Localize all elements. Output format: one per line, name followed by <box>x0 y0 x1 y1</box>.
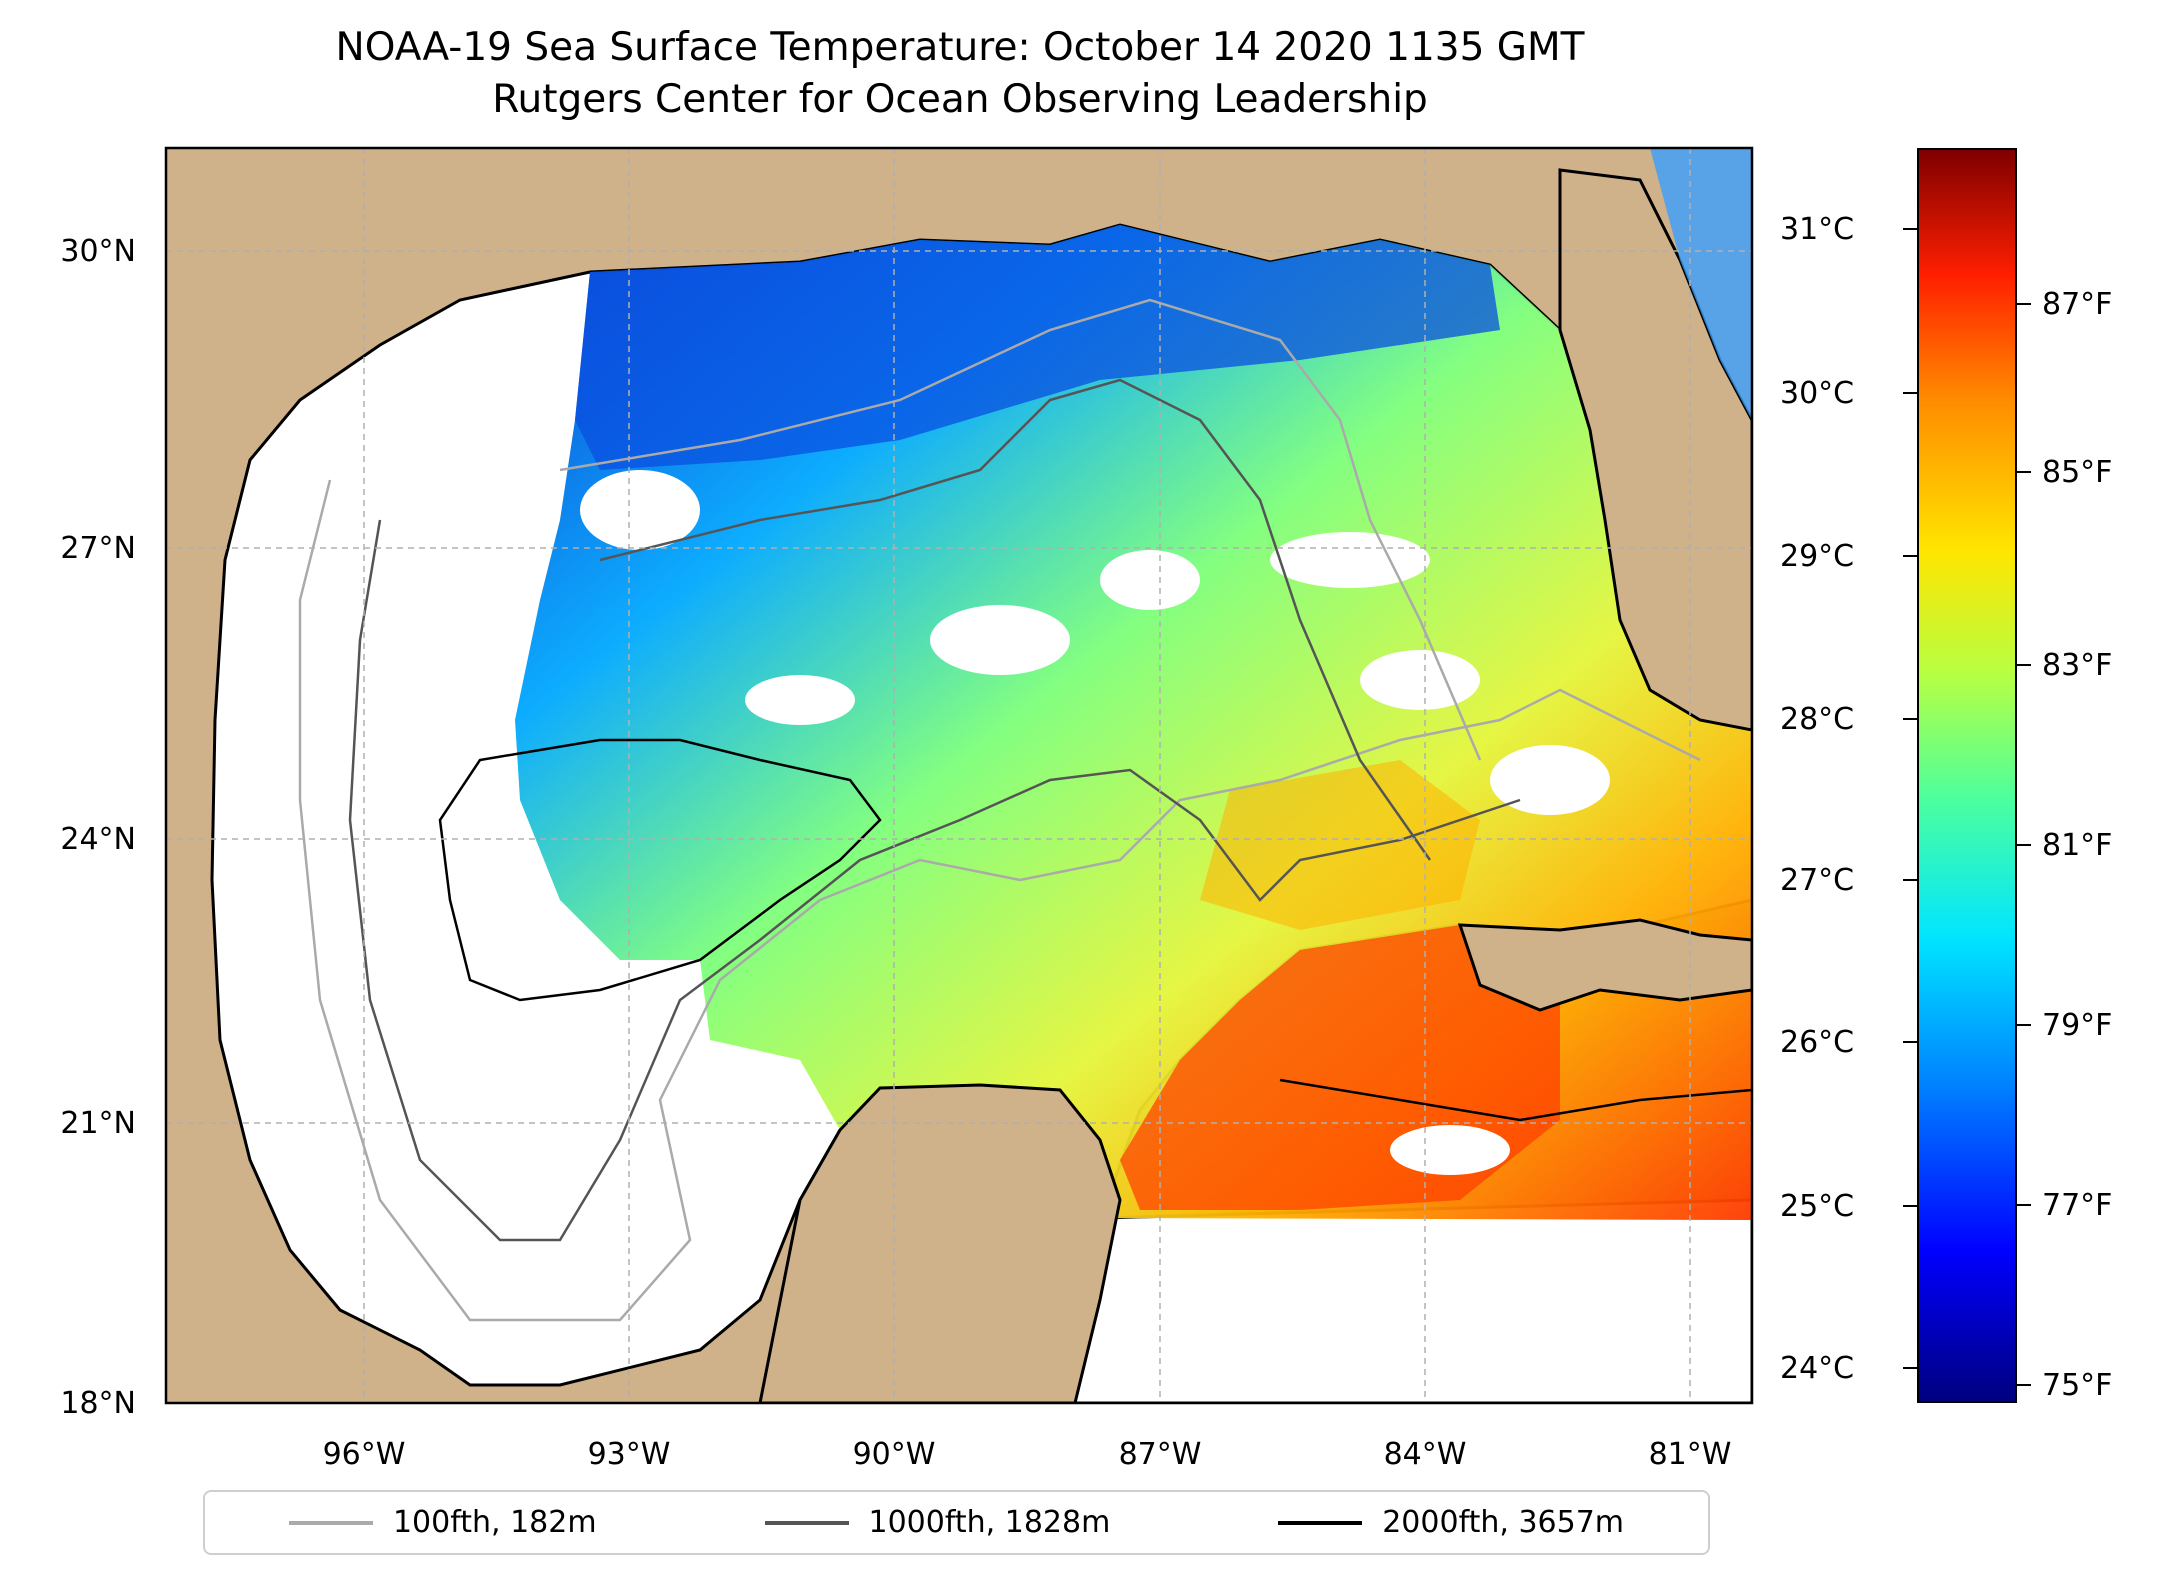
fahrenheit-label-85: 85°F <box>2042 455 2113 490</box>
lat-label-18n: 18°N <box>60 1386 136 1421</box>
celsius-label-30: 30°C <box>1780 376 1855 411</box>
fahrenheit-label-87: 87°F <box>2042 287 2113 322</box>
celsius-tick <box>1903 1367 1917 1369</box>
fahrenheit-tick <box>2017 1384 2031 1386</box>
fahrenheit-label-75: 75°F <box>2042 1368 2113 1403</box>
lat-label-24n: 24°N <box>60 822 136 857</box>
plot-frame <box>164 146 1754 1405</box>
fahrenheit-tick <box>2017 303 2031 305</box>
fahrenheit-tick <box>2017 844 2031 846</box>
contour-1000fth <box>348 378 1521 1242</box>
legend-line-1000fth <box>764 1520 849 1525</box>
lon-label-96w: 96°W <box>322 1437 406 1472</box>
fahrenheit-tick <box>2017 471 2031 473</box>
celsius-label-28: 28°C <box>1780 702 1855 737</box>
fahrenheit-label-81: 81°F <box>2042 828 2113 863</box>
lon-label-84w: 84°W <box>1383 1437 1467 1472</box>
celsius-tick <box>1903 718 1917 720</box>
fahrenheit-label-79: 79°F <box>2042 1008 2113 1043</box>
sst-warm-east <box>1200 760 1480 930</box>
legend-item-1000fth: 1000fth, 1828m <box>764 1505 1111 1540</box>
celsius-tick <box>1903 1205 1917 1207</box>
celsius-label-26: 26°C <box>1780 1025 1855 1060</box>
map-subtitle: Rutgers Center for Ocean Observing Leade… <box>492 77 1428 122</box>
florida-atlantic-sst <box>1650 148 1752 420</box>
sst-colorbar <box>1917 148 2017 1403</box>
legend-line-100fth <box>288 1520 373 1525</box>
lon-label-87w: 87°W <box>1118 1437 1202 1472</box>
yucatan-peninsula <box>758 1083 1122 1403</box>
legend-item-2000fth: 2000fth, 3657m <box>1278 1505 1624 1540</box>
fahrenheit-tick <box>2017 1024 2031 1026</box>
lon-label-81w: 81°W <box>1648 1437 1732 1472</box>
lat-label-30n: 30°N <box>60 234 136 269</box>
map-title: NOAA-19 Sea Surface Temperature: October… <box>335 25 1585 70</box>
legend-label-2000fth: 2000fth, 3657m <box>1382 1505 1625 1540</box>
contour-2000fth <box>438 738 1752 1122</box>
legend-label-100fth: 100fth, 182m <box>392 1505 597 1540</box>
gridlines <box>166 148 1752 1403</box>
contour-legend: 100fth, 182m 1000fth, 1828m 2000fth, 365… <box>203 1490 1710 1555</box>
celsius-label-25: 25°C <box>1780 1189 1855 1224</box>
cloud-gaps <box>580 470 1610 1175</box>
celsius-label-27: 27°C <box>1780 863 1855 898</box>
fahrenheit-label-77: 77°F <box>2042 1188 2113 1223</box>
celsius-tick <box>1903 228 1917 230</box>
celsius-tick <box>1903 555 1917 557</box>
celsius-label-24: 24°C <box>1780 1351 1855 1386</box>
lon-label-93w: 93°W <box>587 1437 671 1472</box>
lon-label-90w: 90°W <box>852 1437 936 1472</box>
celsius-label-29: 29°C <box>1780 539 1855 574</box>
legend-label-1000fth: 1000fth, 1828m <box>868 1505 1111 1540</box>
sst-cold-north <box>575 225 1500 470</box>
celsius-label-31: 31°C <box>1780 212 1855 247</box>
celsius-tick <box>1903 879 1917 881</box>
legend-line-2000fth <box>1278 1520 1363 1525</box>
celsius-tick <box>1903 392 1917 394</box>
celsius-tick <box>1903 1041 1917 1043</box>
lat-label-27n: 27°N <box>60 531 136 566</box>
fahrenheit-tick <box>2017 1204 2031 1206</box>
contour-100fth <box>298 298 1701 1322</box>
fahrenheit-label-83: 83°F <box>2042 648 2113 683</box>
legend-item-100fth: 100fth, 182m <box>288 1505 597 1540</box>
cuba <box>1457 918 1752 1012</box>
lat-label-21n: 21°N <box>60 1106 136 1141</box>
fahrenheit-tick <box>2017 664 2031 666</box>
